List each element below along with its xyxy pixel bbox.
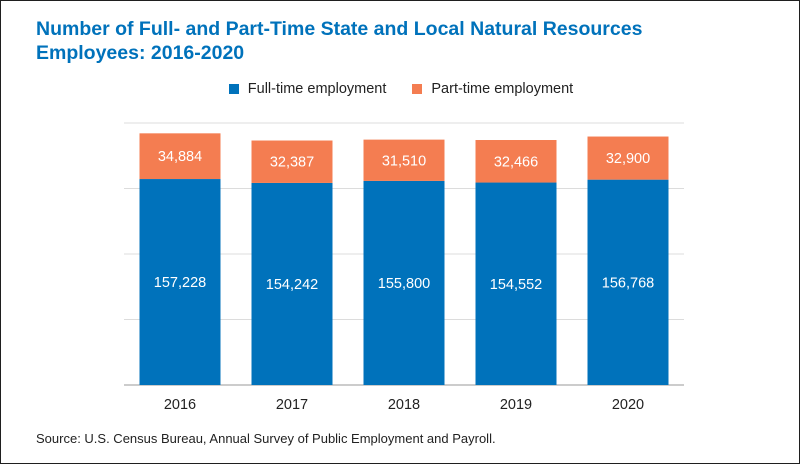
bar-full-time-2018 <box>363 180 445 385</box>
data-label-part-time-2018: 31,510 <box>382 153 426 169</box>
bar-full-time-2017 <box>251 182 333 385</box>
bar-part-time-2016 <box>139 133 221 180</box>
source-note: Source: U.S. Census Bureau, Annual Surve… <box>36 431 496 446</box>
data-label-part-time-2016: 34,884 <box>158 149 202 165</box>
legend-label-full-time: Full-time employment <box>247 81 387 97</box>
bar-part-time-2020 <box>587 136 669 180</box>
chart-title: Number of Full- and Part-Time State and … <box>36 17 776 65</box>
bar-part-time-2017 <box>251 140 333 183</box>
legend-item-full-time: Full-time employment <box>228 81 387 97</box>
chart-title-line-2: Employees: 2016-2020 <box>36 42 245 64</box>
data-label-full-time-2017: 154,242 <box>266 277 318 293</box>
x-tick-label-2019: 2019 <box>500 397 532 413</box>
data-label-full-time-2016: 157,228 <box>154 275 206 291</box>
legend-swatch-full-time <box>228 84 239 94</box>
data-label-part-time-2020: 32,900 <box>606 151 650 167</box>
legend-item-part-time: Part-time employment <box>412 81 573 97</box>
x-tick-label-2017: 2017 <box>276 397 308 413</box>
x-tick-label-2020: 2020 <box>612 397 644 413</box>
bar-full-time-2016 <box>139 179 221 385</box>
chart-title-line-1: Number of Full- and Part-Time State and … <box>36 18 643 40</box>
data-label-part-time-2017: 32,387 <box>270 155 314 171</box>
x-tick-label-2016: 2016 <box>164 397 196 413</box>
data-label-part-time-2019: 32,466 <box>494 154 538 170</box>
data-label-full-time-2020: 156,768 <box>602 275 654 291</box>
x-tick-label-2018: 2018 <box>388 397 420 413</box>
bar-part-time-2019 <box>475 140 557 183</box>
plot-area: 157,228 34,884 2016 154,242 32,387 2017 155,80… <box>124 122 684 413</box>
bar-part-time-2018 <box>363 139 445 181</box>
data-label-full-time-2019: 154,552 <box>490 277 542 293</box>
bar-full-time-2020 <box>587 179 669 385</box>
data-label-full-time-2018: 155,800 <box>378 276 430 292</box>
bar-full-time-2019 <box>475 182 557 385</box>
legend-label-part-time: Part-time employment <box>431 81 574 97</box>
chart-legend: Full-time employment Part-time employmen… <box>1 81 799 97</box>
legend-swatch-part-time <box>412 84 423 94</box>
